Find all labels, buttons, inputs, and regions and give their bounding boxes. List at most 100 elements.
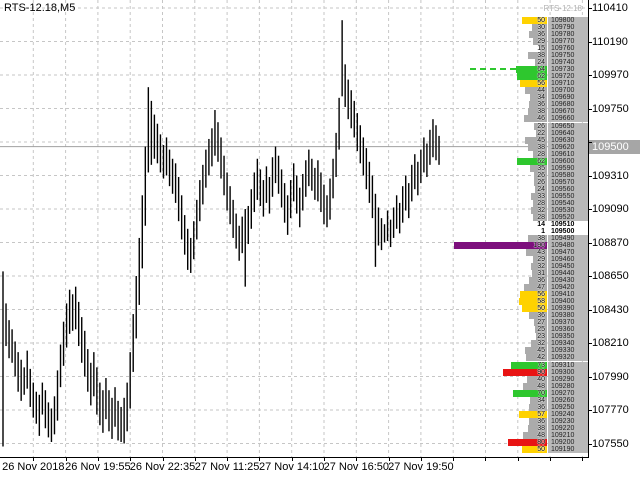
dom-row: 57 109240: [0, 410, 588, 418]
dom-row: 14 109510: [0, 220, 588, 228]
time-tick-mark: [485, 458, 486, 461]
dom-row: 32 109530: [0, 206, 588, 214]
price-tick-mark: [588, 209, 592, 210]
ladder-price: 109550: [548, 192, 588, 200]
dom-row: 46 109660: [0, 115, 588, 123]
volume-value: 28: [537, 199, 545, 207]
volume-bar: [528, 52, 547, 60]
price-tick-mark: [588, 444, 592, 445]
chart-area[interactable]: RTS-12.18,M5 RTS-12.18 50 109800 30 109790 3…: [0, 0, 589, 458]
dom-row: 45 109630: [0, 136, 588, 144]
volume-bar: [529, 403, 547, 411]
volume-bar: [532, 270, 547, 278]
time-tick-label: 26 Nov 2018: [2, 461, 65, 473]
ladder-price: 109800: [548, 17, 588, 24]
dom-row: 56 109410: [0, 291, 588, 299]
ladder-price: 109670: [548, 108, 588, 116]
volume-bar: [503, 368, 547, 376]
dom-row: 50 109390: [0, 305, 588, 313]
dom-row: 56 109710: [0, 80, 588, 88]
dom-row: 36 109780: [0, 31, 588, 39]
ladder-price: 109250: [548, 403, 588, 411]
volume-bar: [517, 73, 547, 81]
ladder-price: 109720: [548, 73, 588, 81]
dom-row: 26 109650: [0, 122, 588, 130]
dom-row: 31 109440: [0, 270, 588, 278]
ladder-price: 109470: [548, 249, 588, 256]
volume-value: 34: [537, 94, 545, 102]
volume-value: 64: [537, 66, 545, 74]
time-tick-mark: [292, 458, 293, 461]
volume-bar: [528, 143, 547, 151]
dom-row: 15 109760: [0, 45, 588, 53]
volume-bar: [517, 157, 547, 165]
dom-row: 36 109250: [0, 403, 588, 411]
time-tick-mark: [356, 458, 357, 461]
volume-value: 36: [537, 31, 545, 39]
ladder-price: 109230: [548, 417, 588, 425]
dom-row: 26 109570: [0, 178, 588, 186]
time-tick-label: 27 Nov 19:50: [388, 461, 454, 473]
volume-bar: [531, 263, 547, 271]
volume-bar: [454, 242, 547, 249]
volume-value: 22: [537, 129, 545, 137]
volume-bar: [532, 24, 547, 31]
volume-bar: [525, 87, 547, 95]
dom-row: 24 109560: [0, 185, 588, 193]
ladder-price: 109540: [548, 199, 588, 207]
volume-bar: [536, 333, 547, 341]
ladder-price: 109210: [548, 431, 588, 439]
ladder-price: 109480: [548, 242, 588, 249]
volume-value: 58: [537, 298, 545, 306]
dom-row: 38 109490: [0, 234, 588, 242]
candlestick-canvas[interactable]: [0, 0, 588, 457]
volume-value: 80: [537, 438, 545, 446]
ladder-price: 109260: [548, 396, 588, 404]
dom-row: 80 109200: [0, 438, 588, 446]
volume-value: 29: [537, 256, 545, 263]
volume-value: 36: [537, 277, 545, 285]
volume-bar: [528, 234, 547, 242]
time-tick-mark: [163, 458, 164, 461]
time-tick-mark: [130, 458, 131, 461]
ladder-price: 109570: [548, 178, 588, 186]
ladder-price: 109600: [548, 157, 588, 165]
ladder-price: 109590: [548, 164, 588, 172]
volume-bar: [527, 375, 547, 383]
volume-bar: [533, 199, 547, 207]
volume-bar: [522, 305, 547, 313]
volume-bar: [530, 94, 547, 102]
ladder-price: 109700: [548, 87, 588, 95]
price-tick-label: 107990: [592, 370, 629, 383]
volume-bar: [511, 361, 547, 369]
dom-row: 73 109310: [0, 361, 588, 369]
dom-row: 30 109790: [0, 24, 588, 31]
volume-bar: [519, 410, 547, 418]
volume-bar: [530, 396, 547, 404]
ladder-price: 109380: [548, 312, 588, 320]
volume-value: 33: [537, 192, 545, 200]
dom-row: 44 109700: [0, 87, 588, 95]
volume-bar: [526, 249, 547, 256]
volume-bar: [516, 66, 547, 74]
time-tick-mark: [550, 458, 551, 461]
dom-row: 47 109420: [0, 284, 588, 292]
dom-row: 34 109260: [0, 396, 588, 404]
volume-value: 47: [537, 284, 545, 292]
dom-row: 22 109640: [0, 129, 588, 137]
ladder-price: 109580: [548, 171, 588, 179]
ladder-price: 109270: [548, 389, 588, 397]
ladder-price: 109780: [548, 31, 588, 39]
time-tick-mark: [421, 458, 422, 461]
dom-row: 26 109580: [0, 171, 588, 179]
volume-value: 28: [537, 213, 545, 221]
price-tick-label: 108650: [592, 270, 629, 282]
dom-row: 38 109750: [0, 52, 588, 60]
price-tick-label: 108870: [592, 236, 629, 249]
dom-row: 23 109350: [0, 333, 588, 341]
ladder-price: 109520: [548, 213, 588, 221]
volume-value: 36: [537, 417, 545, 425]
volume-value: 24: [537, 185, 545, 193]
dom-row: 36 109380: [0, 312, 588, 320]
